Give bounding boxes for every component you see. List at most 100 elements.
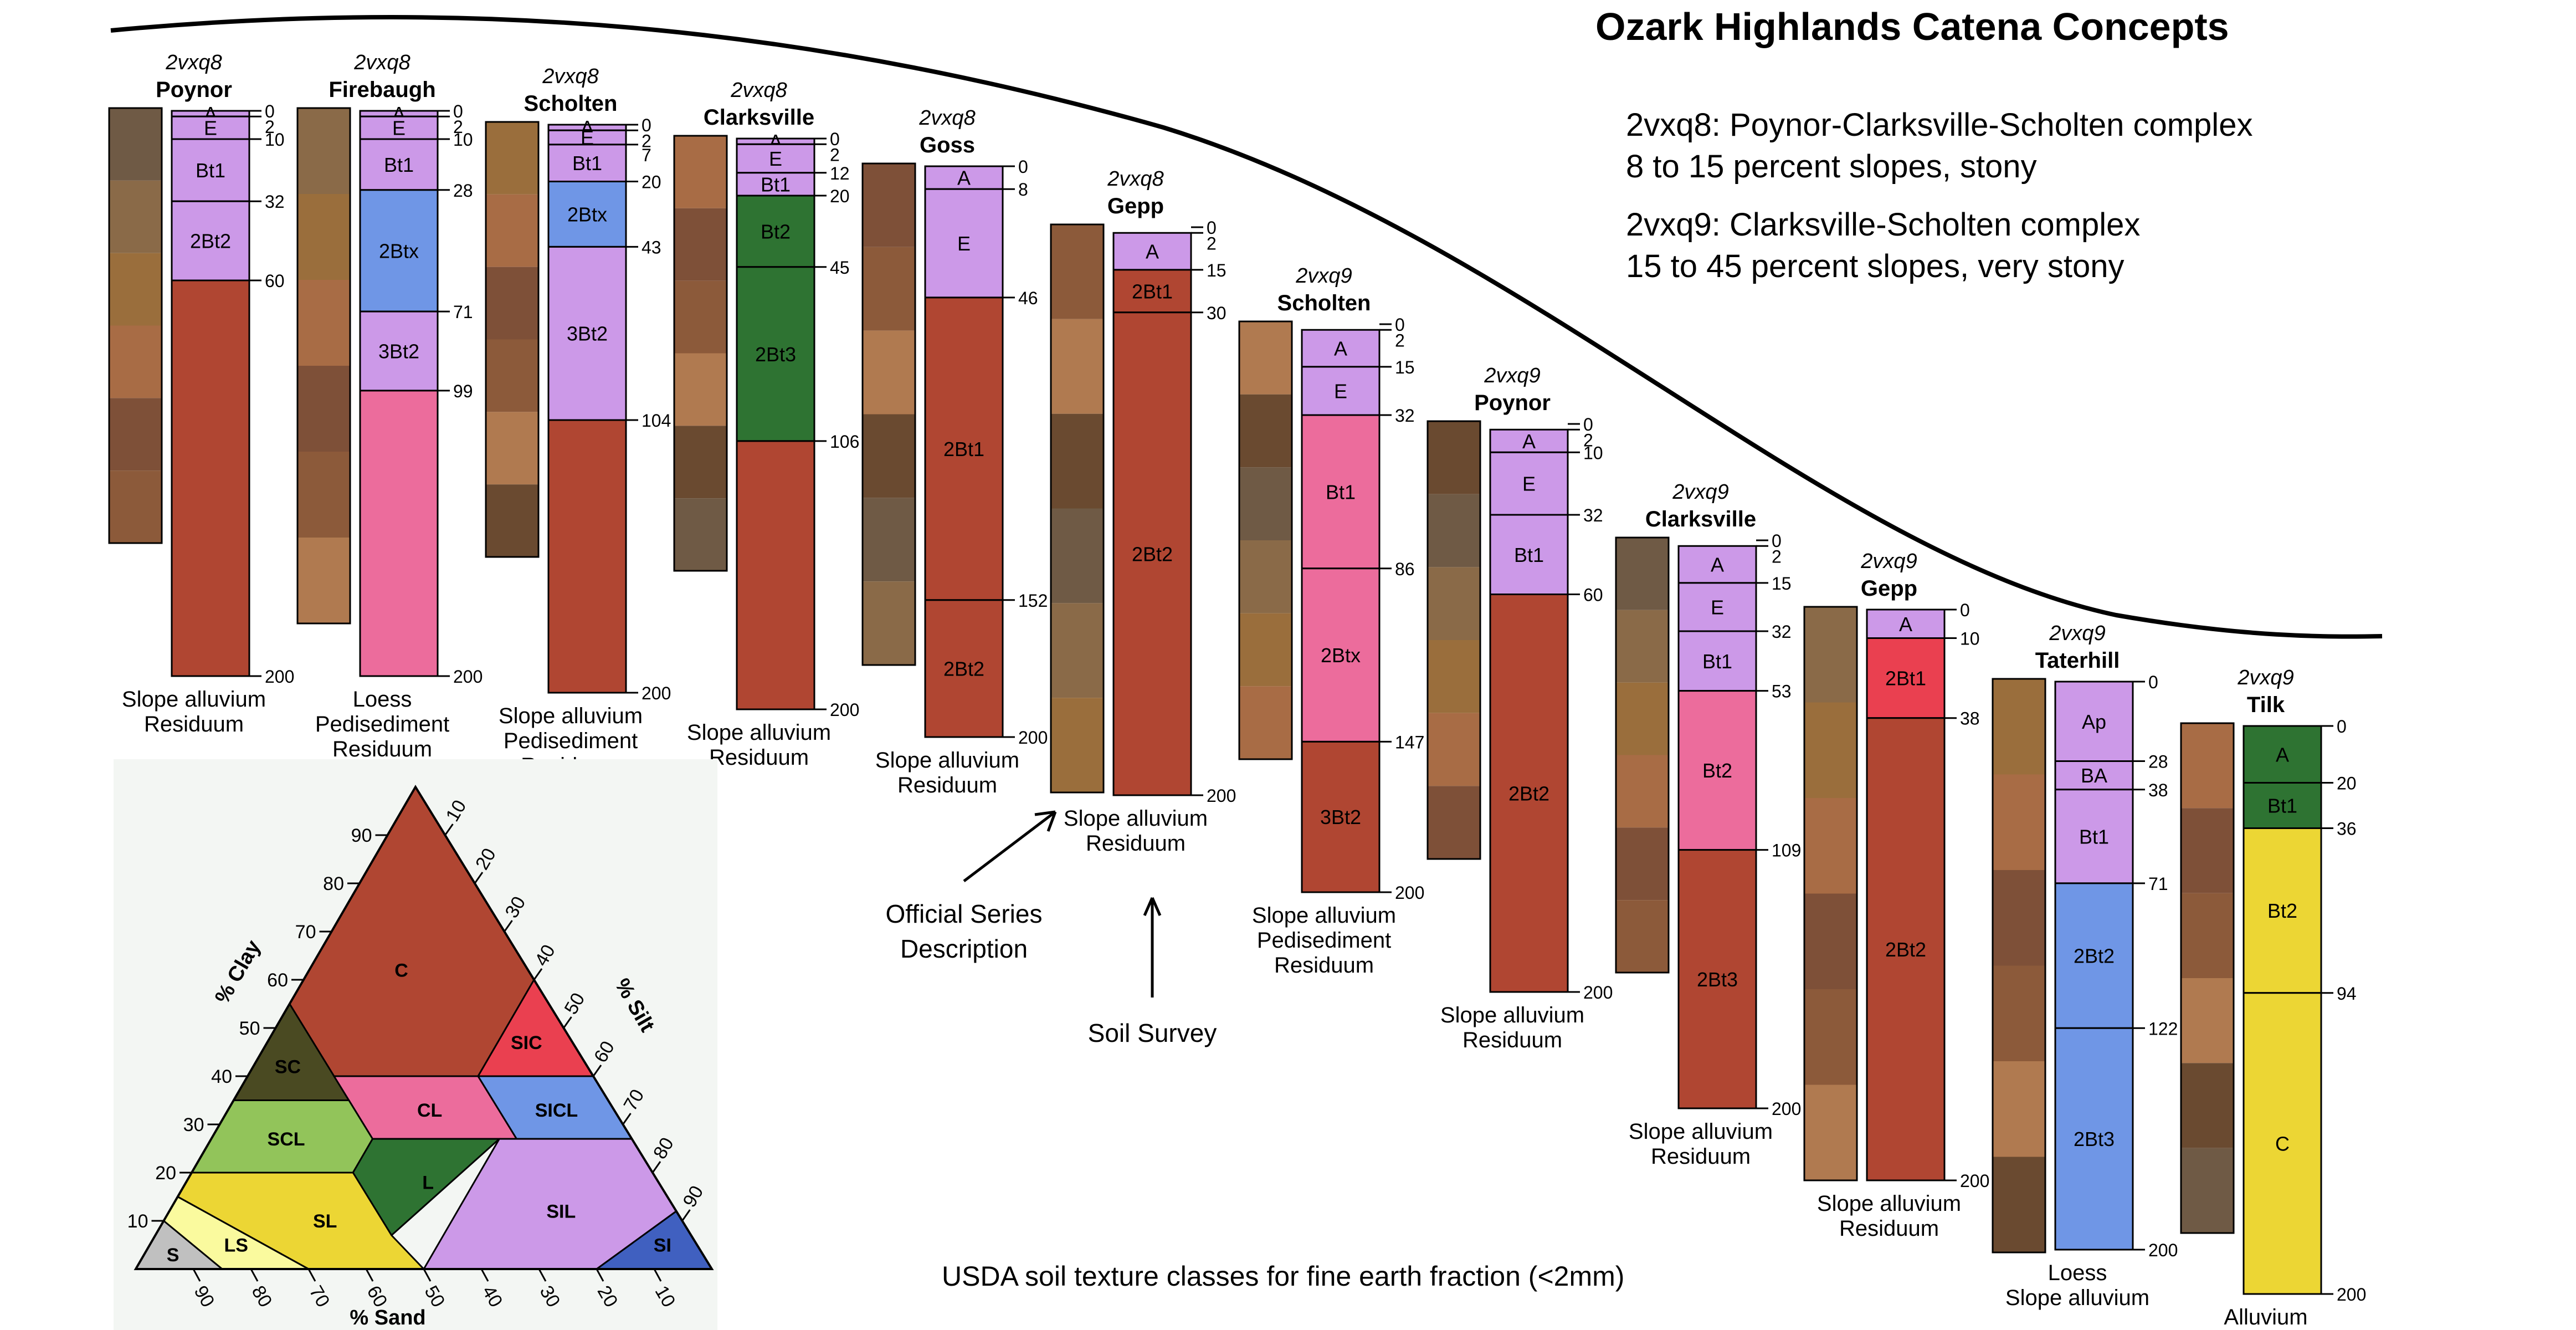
horizon-label: 2Bt2 [943,657,984,680]
profile-photo-band [674,426,727,499]
horizon [1112,269,1192,314]
soil-profile: AEBt1Bt22Bt3021220451062002vxq8Clarksvil… [673,79,859,770]
horizon-label: Bt1 [761,173,791,196]
parent-material: Slope alluvium [2005,1286,2149,1310]
profile-photo-band [1051,319,1104,414]
texture-class-label: SC [275,1057,301,1078]
horizon [547,419,627,694]
horizon-label: A [1334,337,1347,360]
soil-profile: AE Bt1 Bt2 2Bt3 02 15 32 53 109 200 2vxq9 Clarksvil… [1615,480,1801,1169]
parent-material: Slope alluvium [1817,1191,1961,1216]
depth-label: 106 [830,432,859,452]
map-unit-label: 2vxq8 [542,65,598,88]
horizon [1301,567,1381,743]
profile-photo-band [2181,723,2234,809]
profile-photo-band [109,180,162,253]
sand-tick [596,1268,604,1282]
horizon [1489,594,1569,993]
horizon [171,200,250,282]
horizon [924,296,1004,601]
profile-photo-band [863,330,915,415]
survey-note: Soil Survey [1088,1019,1217,1047]
profile-photo-band [674,136,727,208]
series-name: Firebaugh [329,78,435,102]
series-name: Clarksville [704,105,814,130]
horizon [1489,428,1569,453]
profile-photo-band [2181,1148,2234,1233]
series-name: Tilk [2247,693,2285,717]
horizon-label: 2Btx [567,203,607,226]
depth-label: 71 [2148,874,2168,894]
silt-tick [533,968,543,980]
horizon-label: 2Bt2 [2074,945,2115,968]
series-name: Gepp [1861,576,1917,601]
depth-label: 53 [1772,682,1792,702]
profile-photo-band [1428,421,1480,494]
depth-label: 20 [2337,774,2357,794]
soil-profile: A 2Bt1 2Bt2 0 10 38 200 2vxq9 Gepp Slope alluvium… [1803,550,1989,1241]
horizon [2054,681,2134,762]
soil-profile: AEBt12Btx3Bt202720431042002vxq8ScholtenS… [485,65,671,778]
depth-label: 200 [2148,1240,2178,1260]
profile-photo-band [1616,900,1669,973]
profile-photo-band [2181,978,2234,1063]
series-name: Poynor [156,78,232,102]
horizon [1301,740,1381,893]
silt-tick [592,1065,602,1077]
horizon [924,165,1004,190]
depth-label: 200 [830,700,859,720]
depth-label: 7 [642,145,651,165]
depth-label: 2 [453,117,463,137]
profile-photo-band [297,366,350,452]
silt-tick [681,1209,691,1221]
osd-arrow [963,810,1057,882]
sand-tick [250,1268,259,1282]
depth-label: 0 [1395,315,1405,335]
profile-photo-band [486,412,538,485]
depth-label: 43 [642,237,661,257]
horizon [547,245,627,421]
parent-material: Loess [353,687,412,712]
profile-photo-band [1051,224,1104,319]
sand-tick [423,1268,432,1282]
soil-profile: A Bt1 Bt2 C 0 20 36 94 200 2vxq9 Tilk Alluvium [2180,666,2366,1329]
profile-photo-band [674,208,727,281]
profile-photo-band [486,194,538,267]
clay-tick-label: 70 [295,922,316,943]
depth-label: 10 [1960,629,1980,649]
depth-label: 2 [1395,330,1405,350]
depth-label: 36 [2337,819,2357,839]
horizon-label: 2Bt1 [1885,667,1926,690]
parent-material: Pedisediment [504,729,638,753]
texture-class-label: SIL [546,1201,576,1222]
profile-photo [861,162,916,666]
horizon-label: Bt2 [2267,899,2297,922]
horizon-label: E [1522,473,1536,495]
horizon-label: Bt1 [572,152,602,175]
profile-photo-band [1239,394,1292,468]
depth-label: 32 [1395,406,1415,426]
horizon [2054,789,2134,884]
depth-label: 71 [453,302,473,322]
horizon [1866,637,1946,719]
horizon-label: E [392,117,406,140]
sand-tick [538,1268,547,1282]
profile-photo-band [1993,774,2045,870]
profile-photo-band [863,581,915,665]
sand-tick [192,1268,201,1282]
profile-photo [1238,320,1293,760]
profile-photo-band [297,538,350,623]
horizon [547,129,627,146]
parent-material: Slope alluvium [1629,1119,1773,1144]
profile-photo-band [1239,540,1292,613]
horizon [1489,451,1569,516]
texture-class-label: SIC [511,1032,542,1053]
horizon [924,188,1004,299]
texture-caption: USDA soil texture classes for fine earth… [942,1261,1624,1292]
horizon-label: 2Bt1 [1132,280,1173,303]
profile-photo [1615,536,1670,974]
profile-photo-band [1804,893,1857,989]
texture-class-label: SL [313,1211,337,1232]
horizon-label: 2Bt3 [755,343,796,366]
silt-tick [504,920,513,932]
